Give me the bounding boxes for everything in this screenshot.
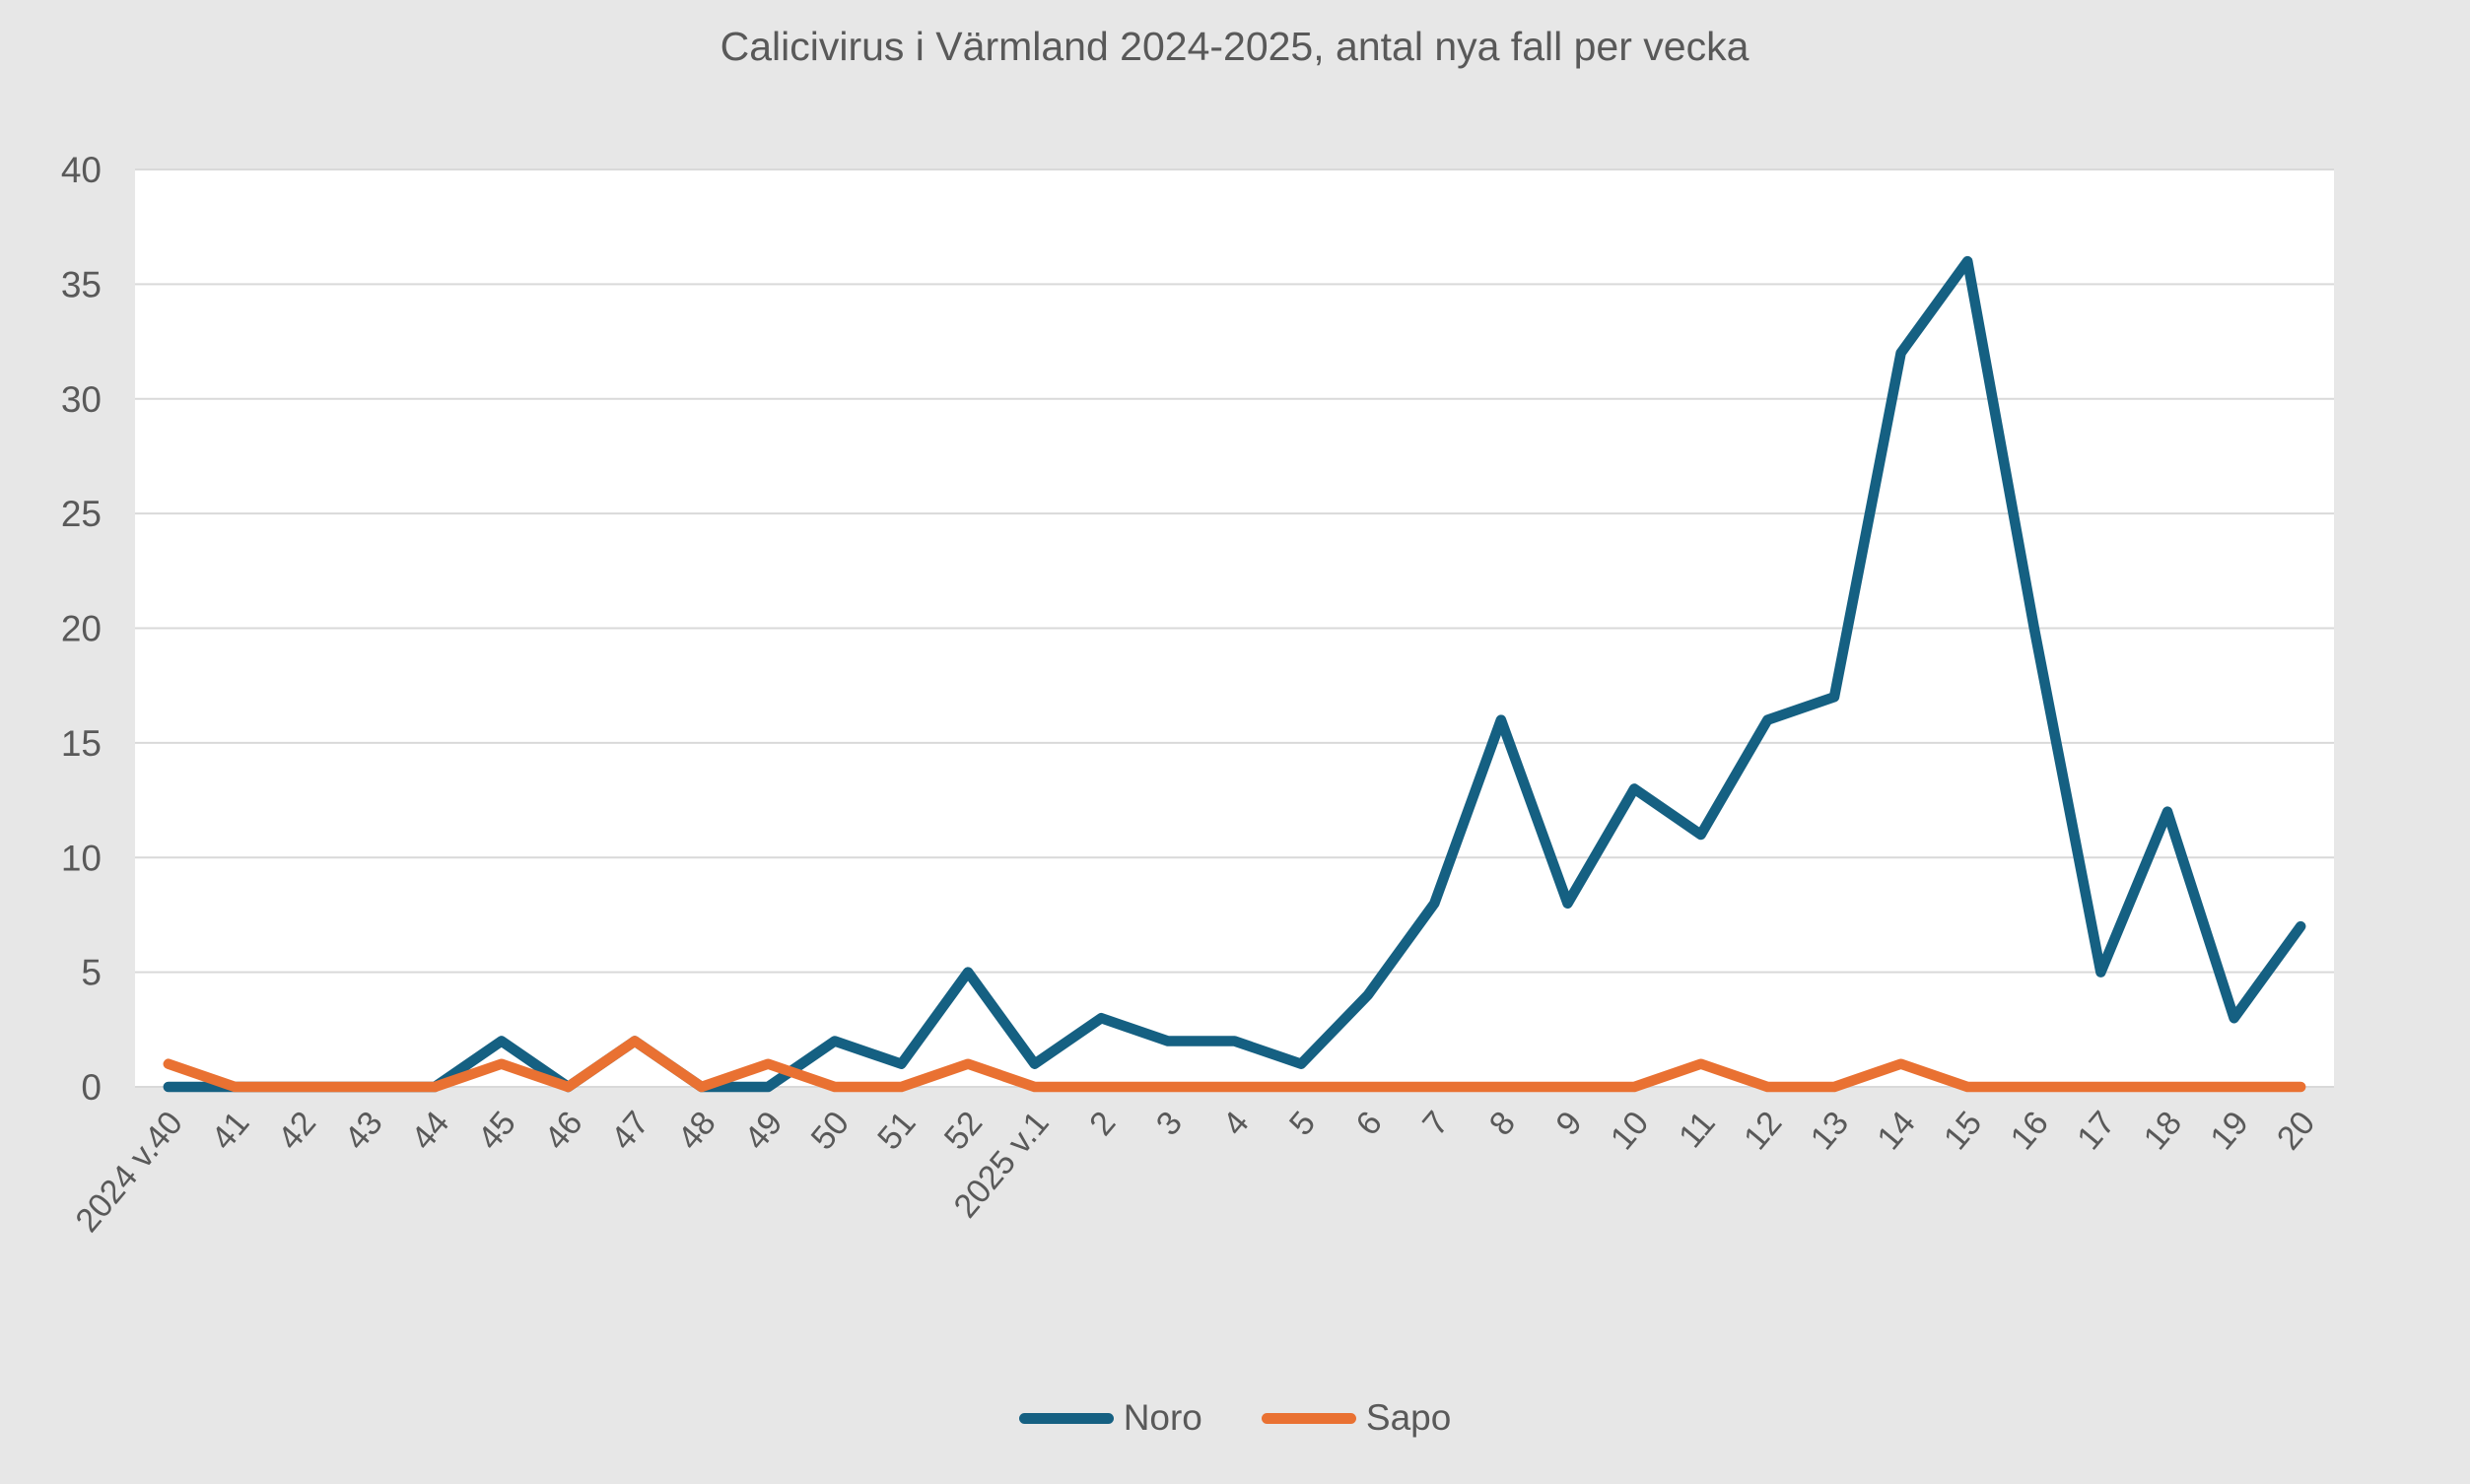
y-axis-tick-label: 30: [61, 379, 102, 420]
y-axis-tick-label: 15: [61, 723, 102, 764]
chart-title: Calicivirus i Värmland 2024-2025, antal …: [720, 24, 1750, 69]
x-axis-tick-label: 17: [2070, 1105, 2122, 1157]
y-axis-tick-label: 40: [61, 150, 102, 190]
x-axis-tick-label: 42: [271, 1105, 323, 1157]
x-axis-tick-label: 52: [937, 1105, 990, 1157]
x-axis-tick-label: 5: [1282, 1105, 1323, 1143]
x-axis-tick-label: 43: [337, 1105, 389, 1157]
x-axis-tick-label: 45: [471, 1105, 523, 1157]
x-axis-tick-label: 7: [1415, 1105, 1456, 1143]
noro-line[interactable]: [163, 255, 2306, 1093]
x-axis-tick-label: 48: [670, 1105, 722, 1157]
x-axis-tick-label: 41: [204, 1105, 256, 1157]
legend-item-sapo[interactable]: Sapo: [1261, 1397, 1452, 1439]
x-axis-tick-label: 4: [1215, 1105, 1256, 1143]
y-axis-tick-label: 0: [81, 1067, 102, 1108]
x-axis-tick-label: 50: [804, 1105, 857, 1157]
y-axis-tick-label: 35: [61, 264, 102, 304]
x-axis-tick-label: 16: [2004, 1105, 2056, 1157]
x-axis-tick-label: 19: [2203, 1105, 2255, 1157]
x-axis-tick-label: 14: [1870, 1105, 1922, 1157]
legend: Noro Sapo: [0, 1397, 2470, 1439]
x-axis-tick-label: 8: [1482, 1105, 1523, 1143]
x-axis-tick-label: 46: [537, 1105, 589, 1157]
legend-label-noro: Noro: [1123, 1397, 1202, 1438]
legend-label-sapo: Sapo: [1365, 1397, 1452, 1438]
y-axis-tick-label: 25: [61, 494, 102, 534]
x-axis-tick-label: 47: [604, 1105, 656, 1157]
x-axis-tick-label: 2: [1082, 1105, 1123, 1143]
sapo-line[interactable]: [163, 1036, 2306, 1093]
x-axis-tick-label: 44: [404, 1105, 456, 1157]
legend-item-noro[interactable]: Noro: [1018, 1397, 1202, 1439]
x-axis-tick-label: 10: [1604, 1105, 1656, 1157]
x-axis-tick-label: 12: [1737, 1105, 1789, 1157]
x-axis-tick-label: 51: [870, 1105, 923, 1157]
x-axis-tick-label: 3: [1149, 1105, 1190, 1143]
x-axis-tick-label: 15: [1937, 1105, 1989, 1157]
x-axis-tick-label: 13: [1804, 1105, 1856, 1157]
x-axis-tick-label: 9: [1548, 1105, 1589, 1143]
x-axis-tick-label: 49: [737, 1105, 789, 1157]
y-axis-tick-label: 5: [81, 953, 102, 993]
x-axis-tick-label: 11: [1672, 1105, 1723, 1155]
x-axis-tick-label: 20: [2270, 1105, 2322, 1157]
y-axis-tick-label: 20: [61, 609, 102, 649]
x-axis-tick-label: 2024 v.40: [68, 1105, 189, 1240]
legend-swatch-sapo: [1261, 1412, 1356, 1424]
x-axis-tick-label: 18: [2137, 1105, 2189, 1157]
x-axis-tick-label: 6: [1349, 1105, 1390, 1143]
y-axis-tick-label: 10: [61, 838, 102, 878]
legend-swatch-noro: [1018, 1412, 1114, 1424]
